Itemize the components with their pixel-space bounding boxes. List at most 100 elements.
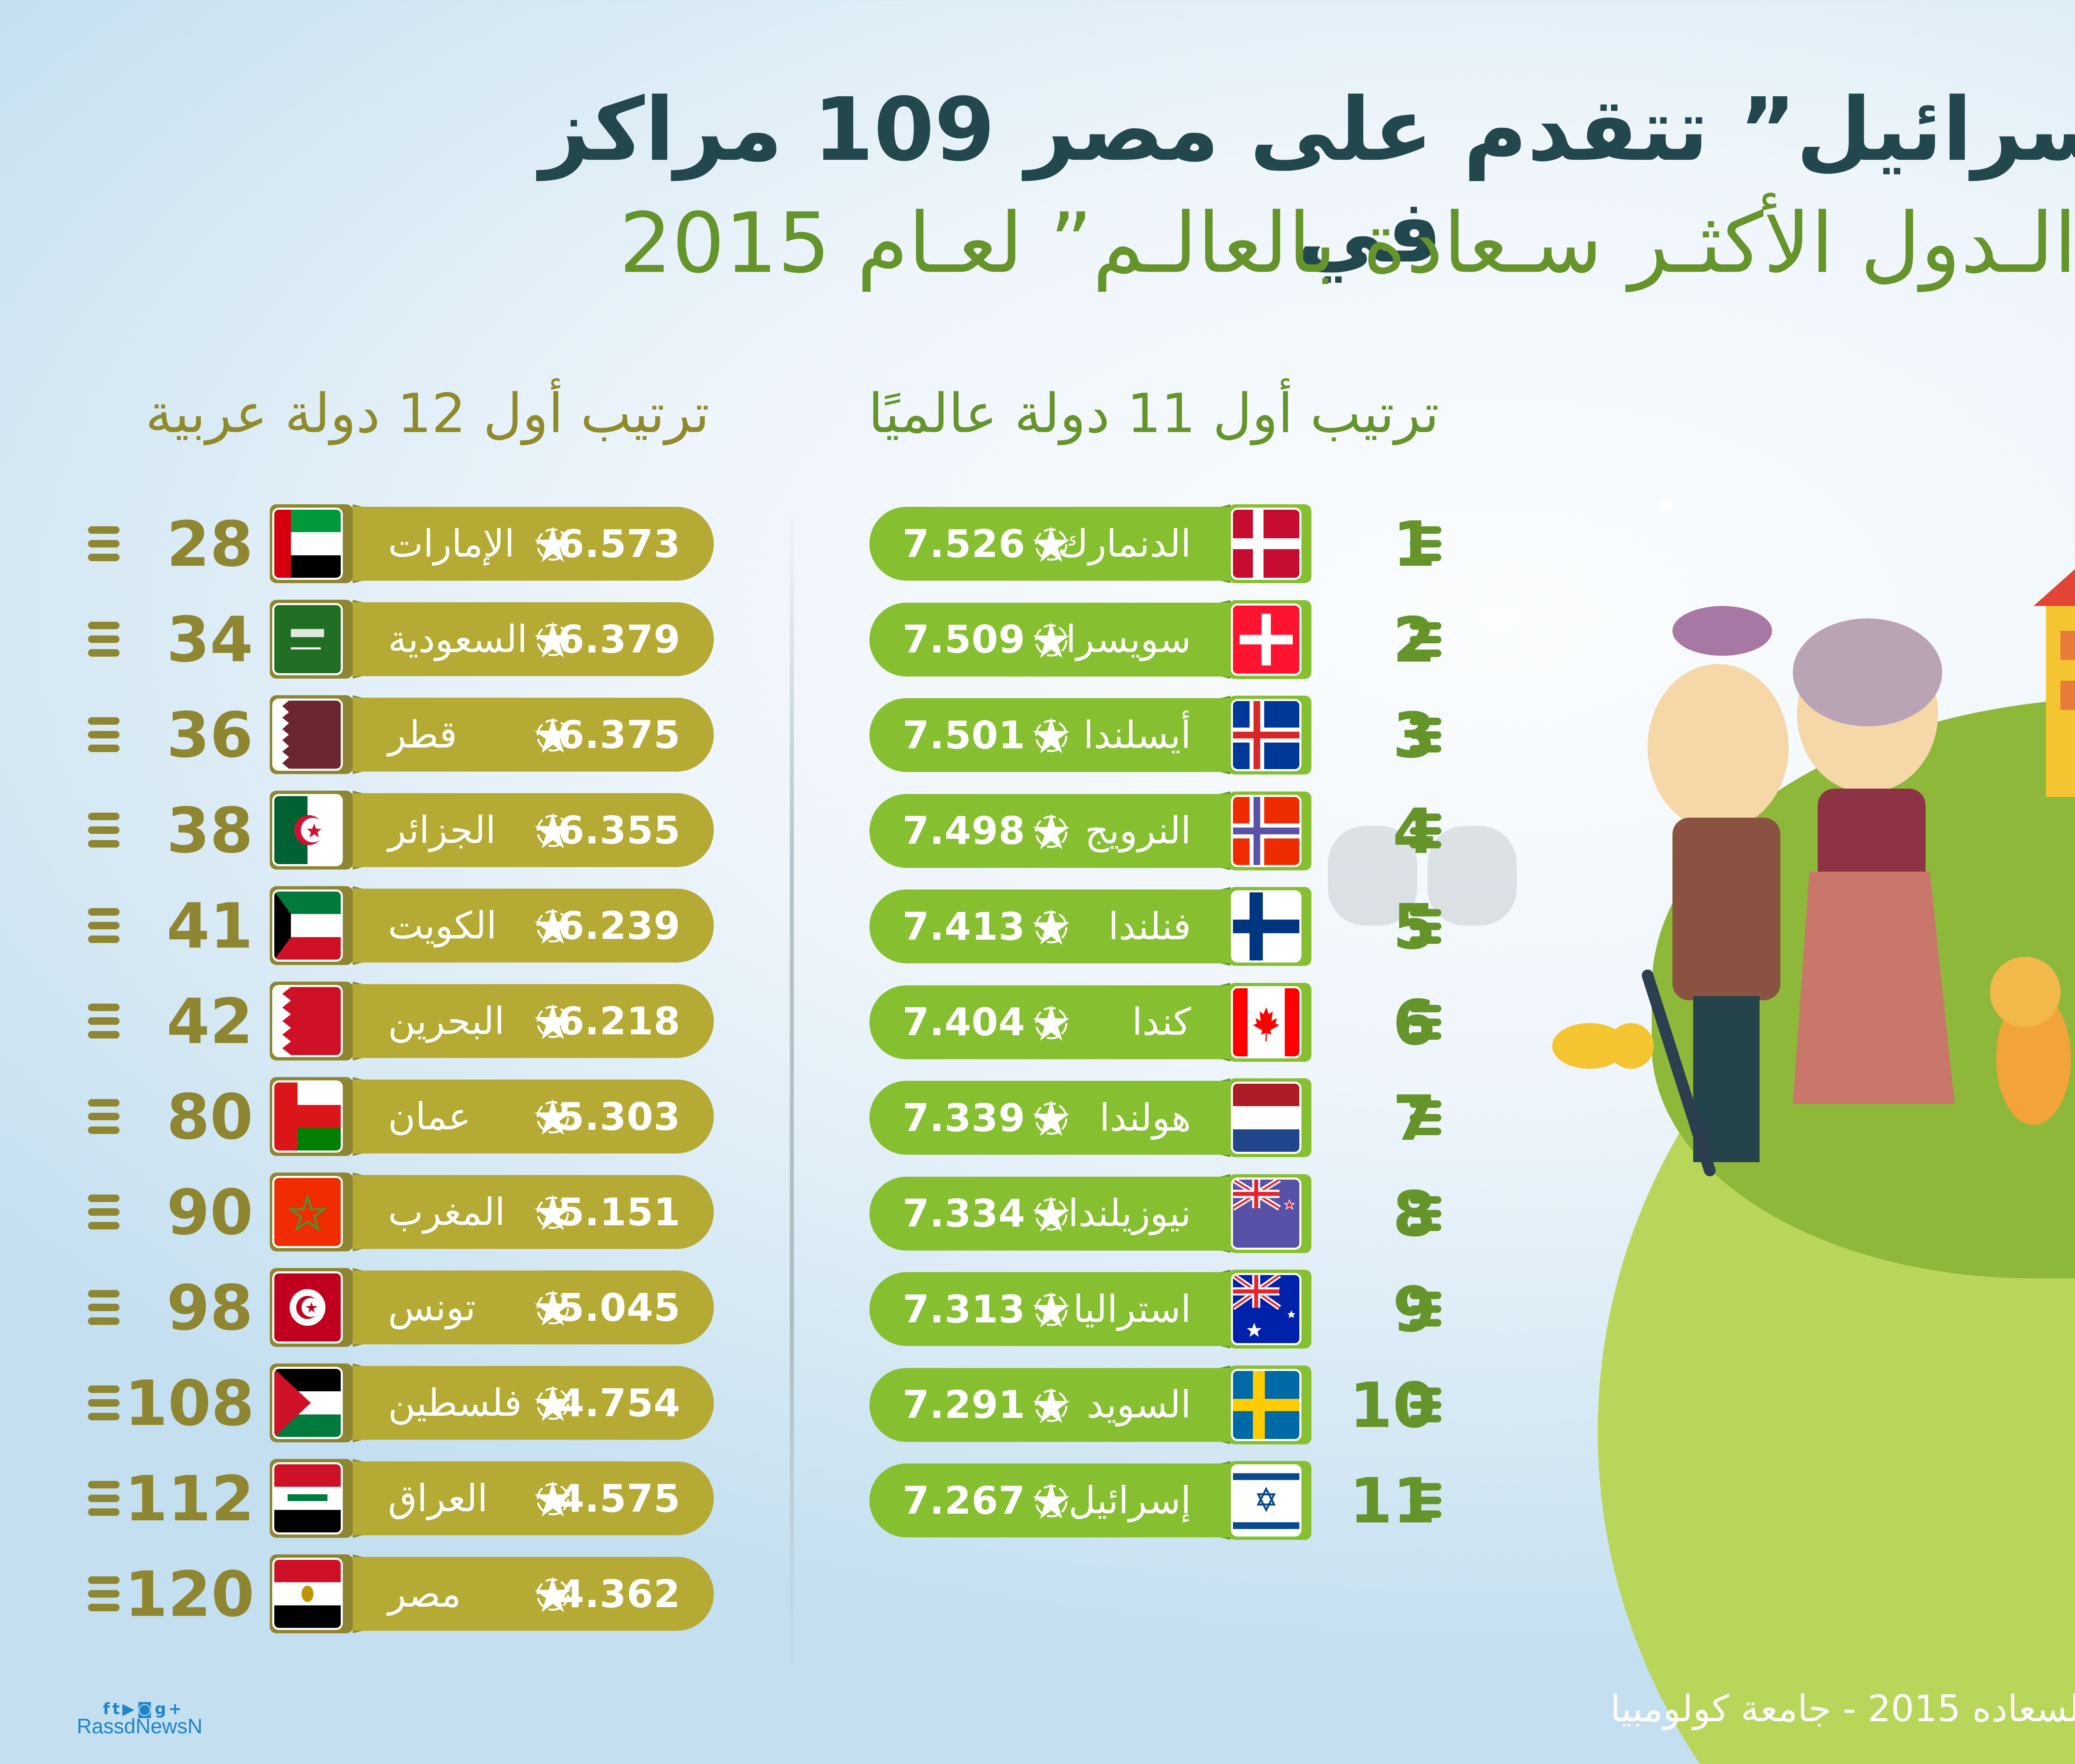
country-name: البحرين [388,999,505,1043]
youtube-icon[interactable]: ▶ [122,1700,137,1718]
arab-ranking-row: 112 العراق 4.575 [0,1459,2075,1538]
happiness-score: 7.501 [903,713,1026,757]
star-score-icon [1033,1004,1070,1041]
country-pill: عمان 5.303 [340,1080,714,1153]
three-bars-icon [1409,523,1442,564]
country-pill: الجزائر 6.355 [340,793,714,867]
star-score-icon [1033,813,1070,849]
three-bars-icon [1409,714,1442,756]
flag-frame [1228,1365,1311,1444]
flag-frame [270,1554,353,1633]
happiness-score: 4.575 [557,1476,681,1521]
source-text: المصدر: المؤشر العالمى للسعاده 2015 - جا… [1610,1687,2075,1730]
three-bars-icon [87,1096,120,1137]
rank-number: 6 [1392,987,1436,1059]
arab-ranking-row: 108 فلسطين 4.754 [0,1363,2075,1442]
country-name: فنلندا [1108,904,1191,948]
star-score-icon [534,1290,571,1326]
rank-number: 112 [124,1463,255,1535]
country-name: النرويج [1085,809,1191,853]
star-score-icon [1033,717,1070,754]
happiness-score: 7.334 [903,1191,1026,1236]
world-ranking-row: 4 النرويج 7.498 [0,791,2075,870]
three-bars-icon [1409,619,1442,660]
uae-flag-icon [272,508,343,580]
arab-ranking-row: 41 الكويت 6.239 [0,886,2075,965]
happiness-score: 7.339 [903,1095,1026,1140]
flag-frame [270,1268,353,1347]
country-name: هولندا [1099,1096,1191,1140]
star-score-icon [1033,909,1070,945]
country-name: تونس [388,1285,476,1329]
sweden-flag-icon [1231,1368,1301,1441]
rank-number: 11 [1349,1465,1436,1537]
three-bars-icon [87,1287,120,1328]
new-zealand-flag-icon [1231,1177,1301,1250]
google-plus-icon[interactable]: g+ [154,1700,184,1718]
flag-frame [270,600,353,679]
country-name: أيسلندا [1083,713,1191,757]
three-bars-icon [87,1000,120,1042]
three-bars-icon [87,1573,120,1615]
iraq-flag-icon [272,1462,343,1534]
israel-flag-icon [1231,1464,1301,1537]
page-title: ”إسرائيل” تتقدم على مصر 109 مراكز في [540,79,2075,282]
flag-frame [1228,696,1311,774]
star-score-icon [534,621,571,658]
star-score-icon [534,1385,571,1422]
country-pill: فلسطين 4.754 [340,1366,714,1440]
flag-frame [1228,1270,1311,1349]
country-pill: نيوزيلندا 7.334 [869,1176,1239,1251]
world-ranking-row: 9 استراليا 7.313 [0,1270,2075,1349]
happiness-score: 7.291 [903,1383,1026,1427]
flag-frame [1228,791,1311,870]
instagram-icon[interactable]: ◙ [137,1700,155,1718]
rank-number: 34 [166,604,253,676]
country-pill: الكويت 6.239 [340,889,714,963]
country-name: سويسرا [1066,618,1191,661]
brand-name[interactable]: RassdNewsN [77,1715,203,1738]
three-bars-icon [1409,810,1442,852]
column-divider [790,511,794,1673]
rank-number: 3 [1392,700,1436,772]
world-ranking-row: 6 كندا 7.404 [0,982,2075,1062]
happiness-score: 7.526 [903,521,1026,566]
happiness-score: 6.355 [557,808,681,853]
star-score-icon [1033,622,1070,658]
three-bars-icon [1409,1193,1442,1234]
country-name: المغرب [388,1190,505,1234]
flag-frame [1228,600,1311,679]
country-pill: استراليا 7.313 [869,1272,1239,1346]
country-name: نيوزيلندا [1068,1192,1191,1235]
morocco-flag-icon [272,1176,343,1248]
happiness-score: 7.413 [903,904,1026,949]
country-pill: سويسرا 7.509 [869,602,1239,677]
twitter-icon[interactable]: t [112,1700,122,1718]
country-pill: هولندا 7.339 [869,1081,1239,1155]
facebook-icon[interactable]: f [103,1700,112,1718]
oman-flag-icon [272,1080,343,1153]
arab-ranking-row: 36 قطر 6.375 [0,695,2075,774]
three-bars-icon [87,1382,120,1424]
egypt-flag-icon [272,1558,343,1630]
finland-flag-icon [1231,890,1301,963]
rank-number: 80 [166,1081,253,1153]
flag-frame [270,1459,353,1538]
flag-frame [270,504,353,583]
country-pill: أيسلندا 7.501 [869,698,1239,772]
happiness-score: 6.239 [557,903,681,948]
qatar-flag-icon [272,699,343,771]
flag-frame [270,1077,353,1156]
star-score-icon [534,812,571,849]
kuwait-flag-icon [272,889,343,962]
flag-frame [1228,1174,1311,1253]
country-name: الدنمارك [1057,522,1191,566]
rank-number: 42 [166,986,253,1058]
rank-number: 5 [1392,891,1436,963]
three-bars-icon [87,1478,120,1519]
country-pill: الإمارات 6.573 [340,507,714,581]
happiness-score: 7.404 [903,1000,1026,1044]
bahrain-flag-icon [272,985,343,1057]
country-name: الكويت [388,904,497,948]
flag-frame [1228,504,1311,583]
